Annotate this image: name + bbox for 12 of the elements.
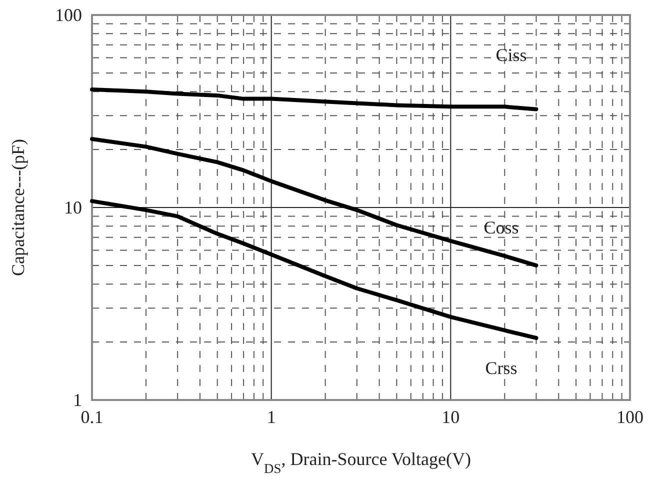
x-axis-title: V$_{DS}$, Drain-Source Voltage(V) — [250, 449, 472, 476]
x-tick-label: 10 — [442, 406, 460, 427]
series-label: Coss — [484, 217, 519, 238]
x-tick-label: 0.1 — [80, 406, 104, 427]
text: Ciss — [496, 45, 527, 66]
x-tick-label: 1 — [266, 406, 276, 427]
y-tick-label: 1 — [73, 390, 82, 410]
y-tick-label: 10 — [64, 197, 82, 218]
x-tick-label: 100 — [616, 406, 644, 427]
series-label: Crss — [485, 358, 518, 378]
y-axis-title: Capacitance---(pF) — [8, 139, 28, 276]
y-tick-label: 100 — [55, 4, 82, 25]
